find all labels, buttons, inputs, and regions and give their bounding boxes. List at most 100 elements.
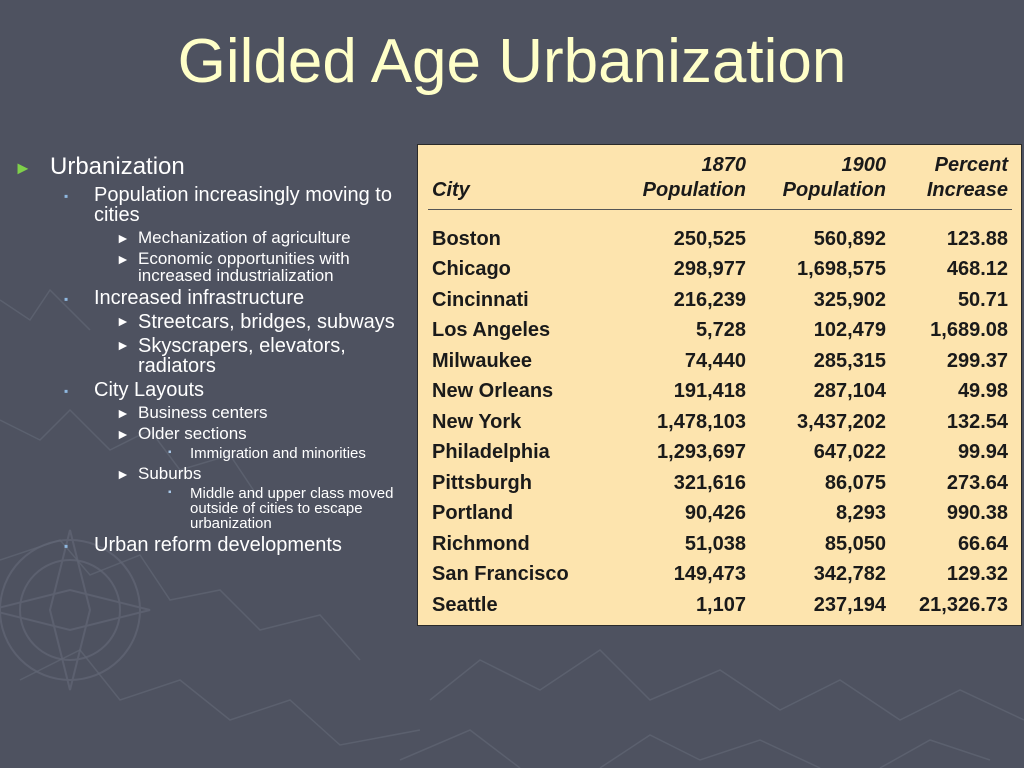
cell-1900-population: 342,782 bbox=[813, 563, 886, 586]
arrow-bullet-icon: ► bbox=[116, 426, 130, 442]
bullet-level-4: ▪ Immigration and minorities bbox=[12, 446, 412, 461]
cell-1870-population: 149,473 bbox=[673, 563, 746, 586]
bullet-level-3: ► Streetcars, bridges, subways bbox=[12, 312, 412, 332]
cell-city: Pittsburgh bbox=[432, 471, 532, 494]
cell-city: Portland bbox=[432, 502, 514, 525]
bullet-text: Immigration and minorities bbox=[190, 445, 366, 462]
square-bullet-icon: ▪ bbox=[64, 539, 69, 553]
bullet-text: Population increasingly moving to cities bbox=[94, 184, 392, 226]
cell-1900-population: 325,902 bbox=[813, 288, 886, 311]
bullet-text: Business centers bbox=[138, 403, 268, 422]
bullet-level-3: ► Business centers bbox=[12, 404, 412, 421]
cell-percent-increase: 49.98 bbox=[957, 380, 1008, 403]
cell-city: Philadelphia bbox=[432, 441, 550, 464]
cell-city: New York bbox=[432, 410, 522, 433]
cell-1870-population: 321,616 bbox=[673, 471, 746, 494]
cell-1900-population: 560,892 bbox=[813, 227, 886, 250]
bullet-level-1: ► Urbanization bbox=[12, 155, 412, 179]
bullet-level-3: ► Skyscrapers, elevators, radiators bbox=[12, 336, 412, 376]
cell-1870-population: 191,418 bbox=[673, 380, 746, 403]
cell-1870-population: 250,525 bbox=[673, 227, 746, 250]
bullet-level-3: ► Mechanization of agriculture bbox=[12, 229, 412, 246]
cell-1870-population: 90,426 bbox=[684, 502, 746, 525]
bullet-list: ► Urbanization ▪ Population increasingly mo… bbox=[12, 155, 412, 559]
header-1870-population: 1870 Population bbox=[610, 151, 750, 210]
arrow-bullet-icon: ► bbox=[14, 158, 32, 178]
cell-percent-increase: 21,326.73 bbox=[919, 593, 1008, 616]
table-row: Boston 250,525 560,892 123.88 bbox=[428, 210, 1012, 255]
cell-1900-population: 287,104 bbox=[813, 380, 886, 403]
cell-1870-population: 5,728 bbox=[695, 319, 746, 342]
cell-percent-increase: 468.12 bbox=[946, 258, 1008, 281]
cell-city: Milwaukee bbox=[432, 349, 533, 372]
bullet-level-3: ► Older sections bbox=[12, 425, 412, 442]
bullet-text: Streetcars, bridges, subways bbox=[138, 311, 395, 333]
cell-percent-increase: 129.32 bbox=[946, 563, 1008, 586]
cell-city: Boston bbox=[432, 227, 501, 250]
cell-1900-population: 1,698,575 bbox=[797, 258, 886, 281]
header-1900-population: 1900 Population bbox=[750, 151, 890, 210]
table-row: Richmond 51,038 85,050 66.64 bbox=[428, 529, 1012, 560]
cell-percent-increase: 132.54 bbox=[946, 410, 1008, 433]
arrow-bullet-icon: ► bbox=[116, 251, 130, 267]
bullet-level-2: ▪ City Layouts bbox=[12, 380, 412, 400]
table-row: Los Angeles 5,728 102,479 1,689.08 bbox=[428, 316, 1012, 347]
table-row: New York 1,478,103 3,437,202 132.54 bbox=[428, 407, 1012, 438]
cell-1900-population: 102,479 bbox=[813, 319, 886, 342]
table-row: Chicago 298,977 1,698,575 468.12 bbox=[428, 255, 1012, 286]
bullet-level-4: ▪ Middle and upper class moved outside of… bbox=[12, 486, 412, 531]
cell-city: Richmond bbox=[432, 532, 530, 555]
cell-1900-population: 285,315 bbox=[813, 349, 886, 372]
cell-1870-population: 1,478,103 bbox=[657, 410, 746, 433]
table-row: Pittsburgh 321,616 86,075 273.64 bbox=[428, 468, 1012, 499]
cell-percent-increase: 1,689.08 bbox=[930, 319, 1008, 342]
square-bullet-icon: ▪ bbox=[64, 189, 69, 203]
cell-1870-population: 51,038 bbox=[684, 532, 746, 555]
header-percent-increase: Percent Increase bbox=[890, 151, 1012, 210]
cell-1900-population: 647,022 bbox=[813, 441, 886, 464]
table-row: Milwaukee 74,440 285,315 299.37 bbox=[428, 346, 1012, 377]
square-bullet-icon: ▪ bbox=[168, 447, 172, 458]
cell-city: San Francisco bbox=[432, 563, 569, 586]
cell-1870-population: 216,239 bbox=[673, 288, 746, 311]
slide-title: Gilded Age Urbanization bbox=[177, 27, 847, 96]
population-table-panel: City 1870 Population 1900 Population Perce… bbox=[417, 144, 1022, 626]
bullet-text: Economic opportunities with increased in… bbox=[138, 249, 350, 285]
bullet-text: Skyscrapers, elevators, radiators bbox=[138, 335, 346, 377]
cell-percent-increase: 273.64 bbox=[946, 471, 1008, 494]
square-bullet-icon: ▪ bbox=[64, 292, 69, 306]
table-row: Philadelphia 1,293,697 647,022 99.94 bbox=[428, 438, 1012, 469]
bullet-text: Urbanization bbox=[50, 153, 185, 180]
bullet-level-3: ► Suburbs bbox=[12, 465, 412, 482]
cell-percent-increase: 50.71 bbox=[957, 288, 1008, 311]
arrow-bullet-icon: ► bbox=[116, 466, 130, 482]
table-row: San Francisco 149,473 342,782 129.32 bbox=[428, 560, 1012, 591]
table-row: Seattle 1,107 237,194 21,326.73 bbox=[428, 590, 1012, 621]
bullet-level-3: ► Economic opportunities with increased i… bbox=[12, 250, 412, 284]
table-body: Boston 250,525 560,892 123.88 Chicago 298,977… bbox=[428, 210, 1012, 621]
cell-1870-population: 1,293,697 bbox=[657, 441, 746, 464]
cell-city: Los Angeles bbox=[432, 319, 551, 342]
cell-percent-increase: 123.88 bbox=[946, 227, 1008, 250]
arrow-bullet-icon: ► bbox=[116, 230, 130, 246]
table-row: New Orleans 191,418 287,104 49.98 bbox=[428, 377, 1012, 408]
bullet-text: Middle and upper class moved outside of … bbox=[190, 485, 394, 532]
cell-percent-increase: 990.38 bbox=[946, 502, 1008, 525]
cell-city: New Orleans bbox=[432, 380, 554, 403]
bullet-text: Urban reform developments bbox=[94, 534, 342, 556]
cell-percent-increase: 99.94 bbox=[957, 441, 1008, 464]
arrow-bullet-icon: ► bbox=[116, 337, 130, 353]
arrow-bullet-icon: ► bbox=[116, 405, 130, 421]
cell-1870-population: 74,440 bbox=[684, 349, 746, 372]
cell-percent-increase: 299.37 bbox=[946, 349, 1008, 372]
cell-1900-population: 3,437,202 bbox=[797, 410, 886, 433]
cell-city: Seattle bbox=[432, 593, 498, 616]
bullet-level-2: ▪ Population increasingly moving to citie… bbox=[12, 185, 412, 225]
bullet-text: Older sections bbox=[138, 424, 247, 443]
cell-1900-population: 8,293 bbox=[835, 502, 886, 525]
cell-city: Cincinnati bbox=[432, 288, 529, 311]
header-city: City bbox=[428, 151, 610, 210]
bullet-level-2: ▪ Increased infrastructure bbox=[12, 288, 412, 308]
